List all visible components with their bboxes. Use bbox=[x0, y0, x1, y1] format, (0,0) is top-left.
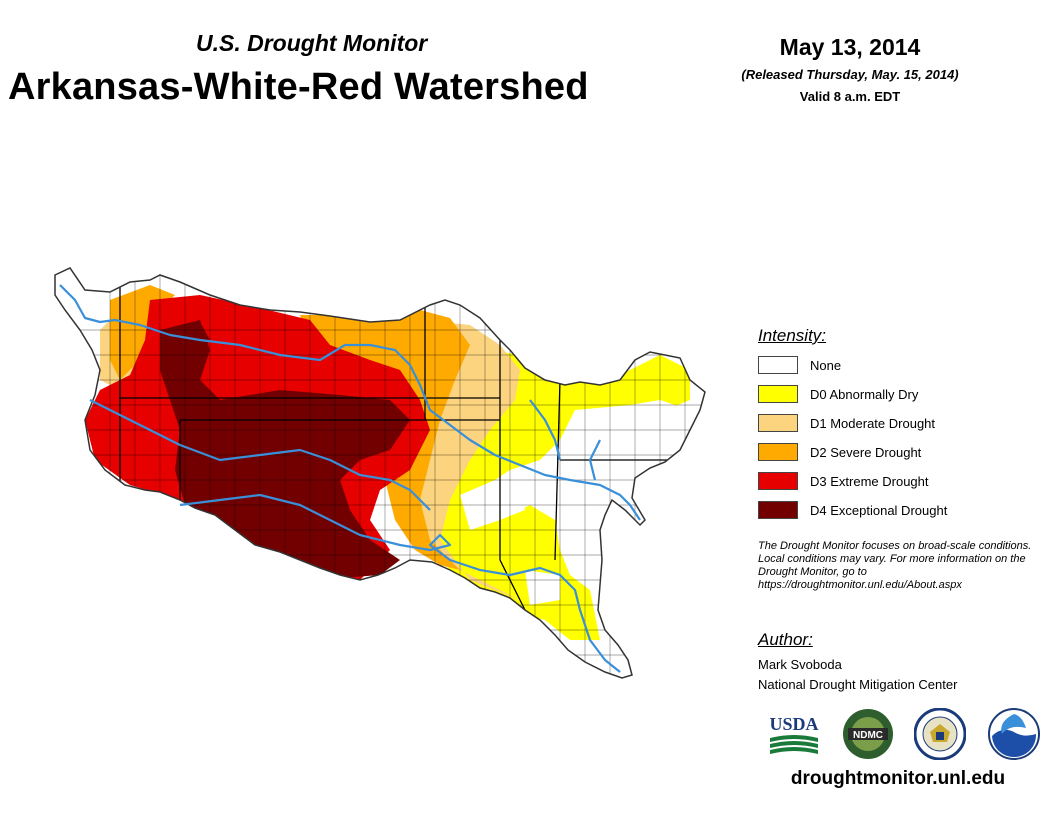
ndmc-logo: NDMC bbox=[843, 709, 893, 759]
author-name: Mark Svoboda bbox=[758, 657, 842, 672]
map-title: Arkansas-White-Red Watershed bbox=[8, 66, 589, 108]
drought-regions bbox=[55, 268, 705, 678]
white-river bbox=[529, 399, 562, 461]
disclaimer-note: The Drought Monitor focuses on broad-sca… bbox=[758, 540, 1032, 591]
tributary-river bbox=[588, 439, 601, 481]
usda-logo-text: USDA bbox=[769, 714, 818, 734]
legend-swatch bbox=[758, 385, 798, 403]
region-d4 bbox=[160, 320, 410, 578]
arkansas-river bbox=[59, 284, 641, 521]
region-none-east bbox=[540, 400, 690, 500]
commerce-seal-icon bbox=[914, 708, 966, 760]
website-link[interactable]: droughtmonitor.unl.edu bbox=[790, 768, 1006, 789]
watershed-boundary bbox=[54, 267, 706, 679]
legend-label: D0 Abnormally Dry bbox=[810, 386, 919, 402]
red-river bbox=[179, 493, 621, 673]
legend-label: D4 Exceptional Drought bbox=[810, 502, 948, 518]
legend-item: D0 Abnormally Dry bbox=[758, 384, 918, 404]
legend-swatch bbox=[758, 414, 798, 432]
noaa-logo-icon bbox=[988, 708, 1040, 760]
legend-item: None bbox=[758, 355, 841, 375]
usda-logo: USDA bbox=[769, 714, 819, 754]
legend-label: D2 Severe Drought bbox=[810, 444, 922, 460]
rivers bbox=[59, 284, 641, 673]
canadian-river bbox=[89, 399, 431, 511]
legend-item: D1 Moderate Drought bbox=[758, 413, 935, 433]
legend-swatch bbox=[758, 356, 798, 374]
legend-item: D2 Severe Drought bbox=[758, 442, 921, 462]
map-subtitle: U.S. Drought Monitor bbox=[196, 30, 428, 56]
legend-label: None bbox=[810, 357, 842, 373]
author-heading: Author: bbox=[758, 630, 813, 649]
region-d4-north bbox=[160, 322, 210, 360]
legend-item: D3 Extreme Drought bbox=[758, 471, 929, 491]
legend-swatch bbox=[758, 472, 798, 490]
legend-heading: Intensity: bbox=[758, 326, 827, 345]
valid-time: Valid 8 a.m. EDT bbox=[799, 89, 901, 104]
region-d2 bbox=[300, 310, 470, 570]
legend-label: D3 Extreme Drought bbox=[810, 473, 929, 489]
legend-swatch bbox=[758, 443, 798, 461]
author-org: National Drought Mitigation Center bbox=[758, 677, 958, 692]
drought-map bbox=[54, 267, 706, 679]
legend-label: D1 Moderate Drought bbox=[810, 415, 936, 431]
map-date: May 13, 2014 bbox=[779, 34, 921, 60]
legend-item: D4 Exceptional Drought bbox=[758, 500, 947, 520]
release-date: (Released Thursday, May. 15, 2014) bbox=[741, 67, 959, 82]
region-none-central bbox=[460, 480, 525, 530]
region-none-south bbox=[525, 570, 560, 605]
ndmc-logo-text: NDMC bbox=[853, 730, 883, 741]
legend-swatch bbox=[758, 501, 798, 519]
